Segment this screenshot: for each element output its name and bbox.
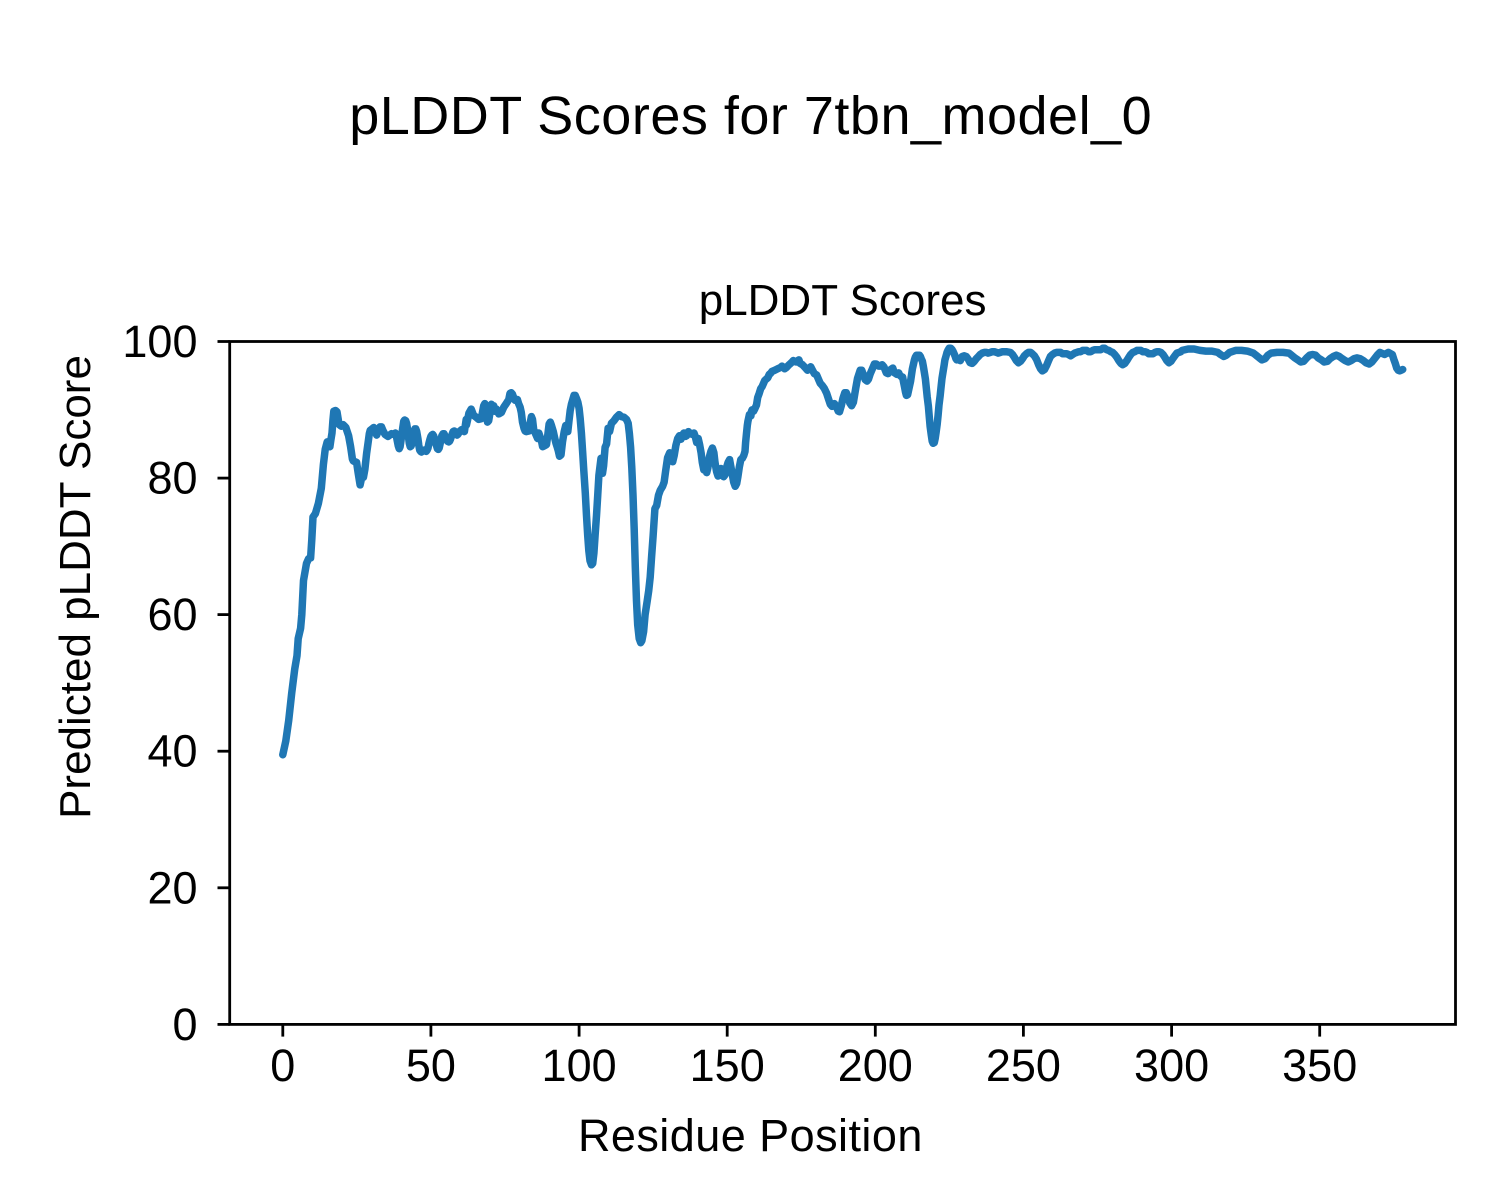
svg-text:20: 20 (147, 862, 197, 913)
svg-text:60: 60 (147, 589, 197, 640)
svg-text:40: 40 (147, 726, 197, 777)
svg-text:50: 50 (406, 1040, 456, 1091)
svg-text:0: 0 (270, 1040, 295, 1091)
svg-text:Residue Position: Residue Position (578, 1110, 923, 1161)
svg-text:150: 150 (690, 1040, 765, 1091)
svg-text:300: 300 (1134, 1040, 1209, 1091)
svg-text:80: 80 (147, 453, 197, 504)
svg-text:Predicted pLDDT Score: Predicted pLDDT Score (51, 355, 100, 819)
svg-text:200: 200 (838, 1040, 913, 1091)
svg-text:pLDDT Scores: pLDDT Scores (699, 276, 987, 325)
svg-text:pLDDT Scores for 7tbn_model_0: pLDDT Scores for 7tbn_model_0 (349, 86, 1152, 146)
svg-text:350: 350 (1282, 1040, 1357, 1091)
svg-text:100: 100 (542, 1040, 617, 1091)
svg-text:250: 250 (986, 1040, 1061, 1091)
svg-text:100: 100 (122, 316, 197, 367)
svg-text:0: 0 (172, 999, 197, 1050)
